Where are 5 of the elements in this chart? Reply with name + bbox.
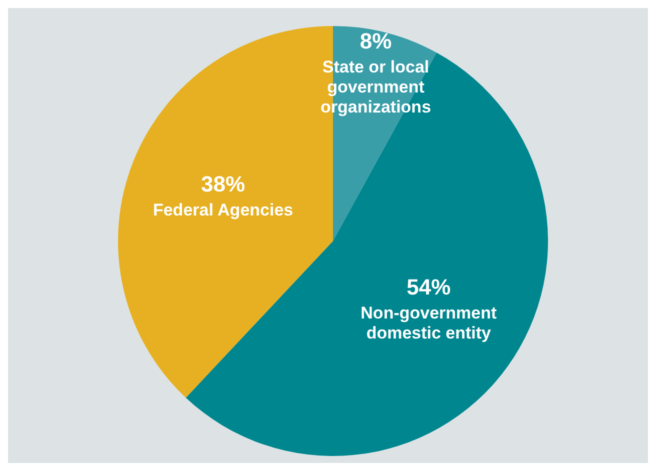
data-label: 54%	[406, 274, 451, 300]
slice-label: Non-government domestic entity	[360, 304, 498, 343]
data-label: 8%	[360, 28, 392, 54]
data-label: 38%	[201, 171, 246, 196]
slice-label: Federal Agencies	[152, 200, 294, 220]
